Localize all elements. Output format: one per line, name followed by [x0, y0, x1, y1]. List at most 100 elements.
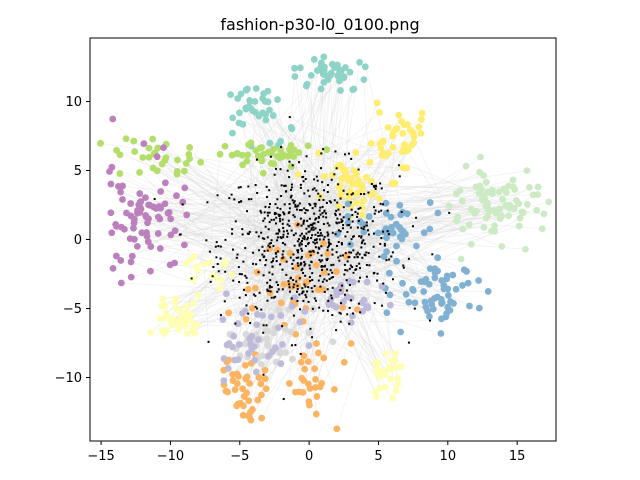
cluster-point	[278, 341, 286, 348]
cluster-point	[267, 160, 275, 167]
connection-line	[350, 204, 510, 228]
connection-line	[308, 313, 342, 334]
projected-point	[292, 214, 295, 217]
projected-point	[335, 251, 338, 254]
projected-point	[320, 265, 323, 268]
connection-line	[223, 185, 283, 359]
projected-point	[316, 179, 319, 182]
projected-point	[302, 299, 305, 302]
connection-line	[160, 207, 257, 233]
projected-point	[331, 276, 334, 279]
connection-line	[224, 145, 330, 226]
connection-line	[311, 205, 450, 231]
projected-point	[232, 279, 235, 282]
cluster-point	[241, 340, 249, 348]
cluster-point	[384, 123, 392, 131]
connection-line	[116, 220, 308, 257]
projected-point	[299, 352, 302, 355]
cluster-point	[186, 144, 194, 151]
y-tick-label: 5	[74, 164, 82, 179]
cluster-point	[320, 63, 328, 71]
connection-line	[265, 114, 296, 217]
projected-point	[331, 286, 334, 289]
cluster-point	[294, 171, 302, 178]
connection-line	[275, 253, 334, 306]
connection-line	[270, 261, 305, 318]
projected-point	[329, 201, 332, 204]
connection-line	[324, 279, 378, 374]
projected-point	[277, 288, 280, 291]
cluster-point	[131, 148, 139, 156]
connection-line	[266, 186, 332, 300]
projected-point	[321, 268, 324, 271]
connection-line	[236, 153, 277, 254]
cluster-point	[246, 379, 253, 387]
connection-line	[256, 159, 396, 354]
cluster-point	[244, 285, 252, 293]
connection-line	[305, 178, 438, 298]
projected-point	[340, 220, 343, 223]
projected-point	[303, 235, 306, 238]
projected-point	[342, 189, 345, 192]
projected-point	[372, 232, 375, 235]
cluster-point	[347, 340, 355, 347]
projected-point	[365, 264, 368, 267]
projected-point	[293, 215, 296, 218]
projected-point	[266, 288, 269, 291]
cluster-point	[349, 312, 356, 320]
projected-point	[320, 245, 323, 248]
connection-line	[148, 218, 265, 257]
connection-line	[364, 66, 431, 321]
connection-line	[282, 184, 341, 255]
projected-point	[244, 294, 247, 297]
cluster-point	[182, 160, 190, 167]
projected-point	[273, 218, 276, 221]
cluster-point	[332, 303, 340, 311]
projected-point	[282, 233, 285, 236]
projected-point	[352, 235, 355, 238]
connection-line	[225, 203, 276, 263]
projected-point	[325, 201, 328, 204]
cluster-point	[217, 276, 225, 284]
projected-point	[245, 304, 248, 307]
projected-point	[294, 205, 297, 208]
connection-line	[303, 193, 379, 363]
projected-point	[311, 207, 314, 210]
projected-point	[307, 189, 310, 192]
projected-point	[400, 210, 403, 213]
cluster-point	[337, 66, 345, 74]
cluster-point	[225, 309, 233, 317]
cluster-point	[107, 180, 115, 188]
connection-line	[290, 275, 448, 279]
cluster-point	[153, 153, 161, 161]
cluster-point	[478, 196, 486, 204]
cluster-point	[396, 201, 404, 209]
cluster-point	[417, 278, 425, 286]
projected-point	[321, 265, 324, 268]
connection-line	[175, 243, 331, 300]
projected-point	[265, 259, 268, 262]
projected-point	[219, 314, 222, 317]
connection-line	[235, 216, 350, 222]
connection-line	[275, 193, 457, 224]
cluster-point	[323, 146, 331, 154]
cluster-point	[171, 227, 179, 235]
projected-point	[268, 242, 271, 245]
cluster-point	[347, 319, 355, 327]
cluster-point	[313, 393, 321, 400]
projected-point	[295, 280, 298, 283]
connection-line	[283, 250, 391, 306]
projected-point	[298, 293, 301, 296]
connection-line	[164, 235, 323, 306]
cluster-point	[426, 225, 434, 233]
cluster-point	[353, 199, 360, 206]
cluster-point	[462, 162, 470, 170]
cluster-point	[277, 360, 285, 368]
cluster-point	[154, 144, 162, 152]
projected-point	[314, 205, 317, 208]
connection-line	[162, 274, 287, 300]
cluster-point	[475, 189, 483, 197]
connection-line	[193, 209, 298, 257]
projected-point	[291, 164, 294, 167]
cluster-point	[146, 201, 154, 209]
